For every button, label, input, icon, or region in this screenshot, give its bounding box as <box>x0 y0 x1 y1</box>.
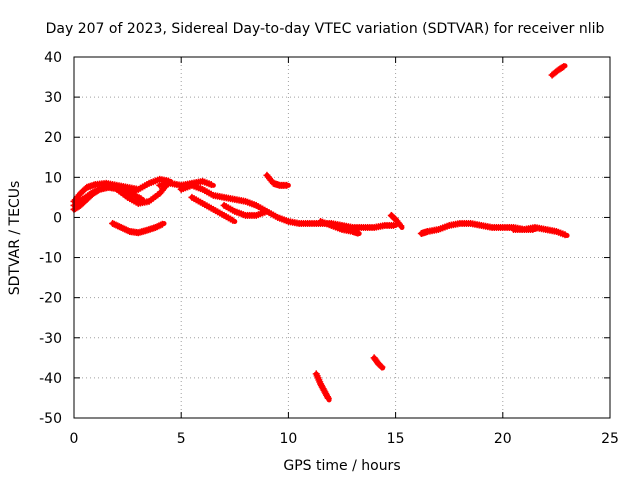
data-traces <box>70 63 570 403</box>
y-tick-label: -40 <box>39 371 62 387</box>
x-tick-label: 25 <box>601 431 619 447</box>
data-point-marker <box>158 220 166 228</box>
y-tick-label: 40 <box>44 50 62 66</box>
data-point-marker <box>283 181 291 189</box>
x-tick-label: 15 <box>387 431 405 447</box>
y-axis-label: SDTVAR / TECUs <box>7 181 23 296</box>
axes: 0 5 10 15 20 25 -50 -40 -30 -20 -10 0 10 20 30 40 <box>39 50 619 447</box>
data-point-marker <box>560 63 568 71</box>
x-tick-label: 0 <box>70 431 79 447</box>
data-point-marker <box>378 363 386 371</box>
data-point-marker <box>207 181 215 189</box>
data-point-marker <box>93 187 101 195</box>
chart-title: Day 207 of 2023, Sidereal Day-to-day VTE… <box>46 21 605 37</box>
grid <box>74 57 610 418</box>
x-tick-label: 5 <box>177 431 186 447</box>
data-point-marker <box>229 216 237 224</box>
y-tick-label: -10 <box>39 251 62 267</box>
data-point-marker <box>94 186 102 194</box>
y-tick-label: 0 <box>53 210 62 226</box>
x-axis-label: GPS time / hours <box>283 458 400 474</box>
data-point-marker <box>389 221 397 229</box>
y-tick-label: 20 <box>44 130 62 146</box>
y-tick-label: -20 <box>39 291 62 307</box>
plot-frame <box>73 56 611 419</box>
y-tick-label: 10 <box>44 170 62 186</box>
data-point-marker <box>354 229 362 237</box>
x-tick-label: 20 <box>494 431 512 447</box>
data-point-marker <box>324 394 332 402</box>
y-tick-label: -50 <box>39 411 62 427</box>
data-point-marker <box>377 362 385 370</box>
data-point-marker <box>561 231 569 239</box>
x-tick-label: 10 <box>279 431 297 447</box>
y-tick-label: 30 <box>44 90 62 106</box>
y-tick-label: -30 <box>39 331 62 347</box>
data-point-marker <box>397 222 405 230</box>
data-point-marker <box>558 63 566 71</box>
